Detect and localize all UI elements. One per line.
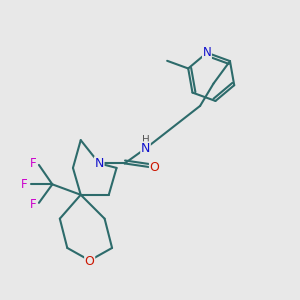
Text: N: N bbox=[141, 142, 150, 155]
Text: F: F bbox=[21, 178, 28, 191]
Text: N: N bbox=[202, 46, 211, 59]
Text: N: N bbox=[94, 157, 104, 170]
Text: F: F bbox=[30, 198, 37, 211]
Text: O: O bbox=[149, 160, 159, 173]
Text: O: O bbox=[85, 255, 94, 268]
Text: H: H bbox=[142, 135, 149, 145]
Text: F: F bbox=[30, 157, 37, 170]
